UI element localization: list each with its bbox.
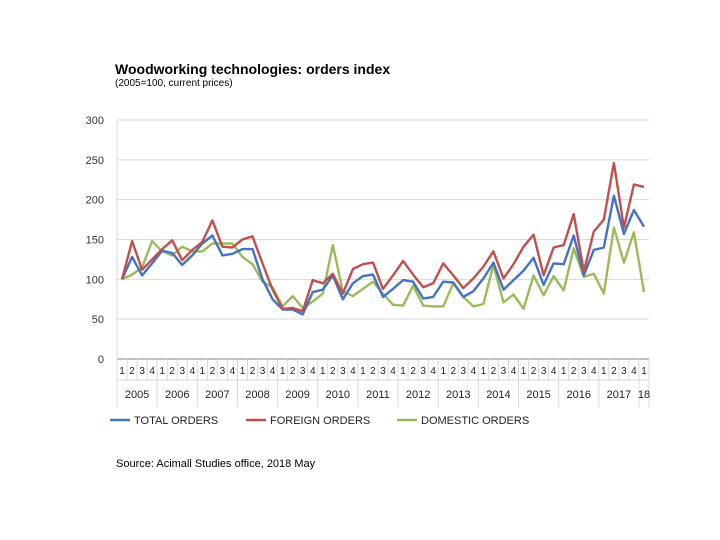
y-tick-label: 150 [86,235,104,247]
chart-subtitle: (2005=100, current prices) [115,78,233,89]
y-tick-label: 300 [86,115,104,127]
x-tick-label: 3 [541,366,547,377]
x-tick-label: 2 [169,366,175,377]
x-tick-label: 4 [149,366,155,377]
x-tick-label: 4 [350,366,356,377]
x-tick-label: 1 [481,366,487,377]
x-tick-label: 1 [320,366,326,377]
year-label: 2012 [406,389,430,401]
x-tick-label: 1 [240,366,246,377]
x-tick-label: 4 [430,366,436,377]
series-line-foreign [120,161,645,313]
x-tick-label: 3 [501,366,507,377]
x-tick-label: 4 [591,366,597,377]
x-tick-label: 2 [129,366,135,377]
x-tick-label: 1 [641,366,647,377]
x-tick-label: 2 [491,366,497,377]
x-tick-label: 1 [521,366,527,377]
x-tick-label: 4 [390,366,396,377]
year-label: 2005 [125,389,149,401]
y-tick-label: 200 [86,195,104,207]
y-tick-label: 100 [86,274,104,286]
x-tick-label: 1 [200,366,206,377]
gridlines [117,119,649,360]
chart-title: Woodworking technologies: orders index [115,61,391,77]
year-label: 2006 [165,389,189,401]
year-label: 18 [638,389,650,401]
year-label: 2009 [285,389,309,401]
x-tick-label: 4 [471,366,477,377]
year-label: 2008 [245,389,269,401]
x-tick-label: 3 [420,366,426,377]
x-tick-label: 1 [119,366,125,377]
x-tick-label: 3 [380,366,386,377]
year-label: 2013 [446,389,470,401]
x-tick-label: 3 [340,366,346,377]
x-tick-label: 2 [330,366,336,377]
x-tick-label: 3 [260,366,266,377]
x-tick-label: 3 [461,366,467,377]
x-tick-label: 2 [370,366,376,377]
x-tick-label: 3 [621,366,627,377]
x-tick-label: 4 [270,366,276,377]
x-tick-label: 2 [450,366,456,377]
x-tick-label: 2 [571,366,577,377]
x-tick-label: 3 [220,366,226,377]
x-tick-label: 3 [300,366,306,377]
y-tick-label: 50 [92,314,104,326]
x-tick-label: 2 [290,366,296,377]
legend: TOTAL ORDERS FOREIGN ORDERS DOMESTIC ORDER… [110,415,529,427]
x-tick-label: 1 [561,366,567,377]
x-tick-label: 2 [531,366,537,377]
x-tick-label: 4 [230,366,236,377]
x-tick-label: 1 [400,366,406,377]
series-lines [120,161,646,316]
legend-label-foreign: FOREIGN ORDERS [270,415,370,427]
x-tick-label: 1 [360,366,366,377]
legend-label-domestic: DOMESTIC ORDERS [421,415,529,427]
year-label: 2016 [566,389,590,401]
year-label: 2015 [526,389,550,401]
x-tick-label: 2 [250,366,256,377]
x-tick-label: 4 [310,366,316,377]
x-tick-label: 1 [601,366,607,377]
series-line-total [120,194,646,316]
year-label: 2007 [205,389,229,401]
x-tick-label: 2 [611,366,617,377]
x-tick-label: 4 [631,366,637,377]
year-label: 2010 [326,389,350,401]
x-tick-label: 1 [159,366,165,377]
x-tick-label: 3 [139,366,145,377]
x-tick-label: 4 [551,366,557,377]
y-tick-label: 250 [86,155,104,167]
year-label: 2011 [366,389,390,401]
x-tick-label: 4 [511,366,517,377]
x-tick-label: 2 [210,366,216,377]
year-label: 2014 [486,389,510,401]
x-tick-label: 4 [190,366,196,377]
x-tick-label: 3 [179,366,185,377]
series-line-domestic [121,226,646,310]
year-label: 2017 [607,389,631,401]
y-tick-label: 0 [98,354,104,366]
x-tick-label: 3 [581,366,587,377]
x-tick-label: 1 [280,366,286,377]
x-tick-label: 1 [440,366,446,377]
source-note: Source: Acimall Studies office, 2018 May [116,458,316,470]
legend-label-total: TOTAL ORDERS [134,415,218,427]
x-tick-label: 2 [410,366,416,377]
